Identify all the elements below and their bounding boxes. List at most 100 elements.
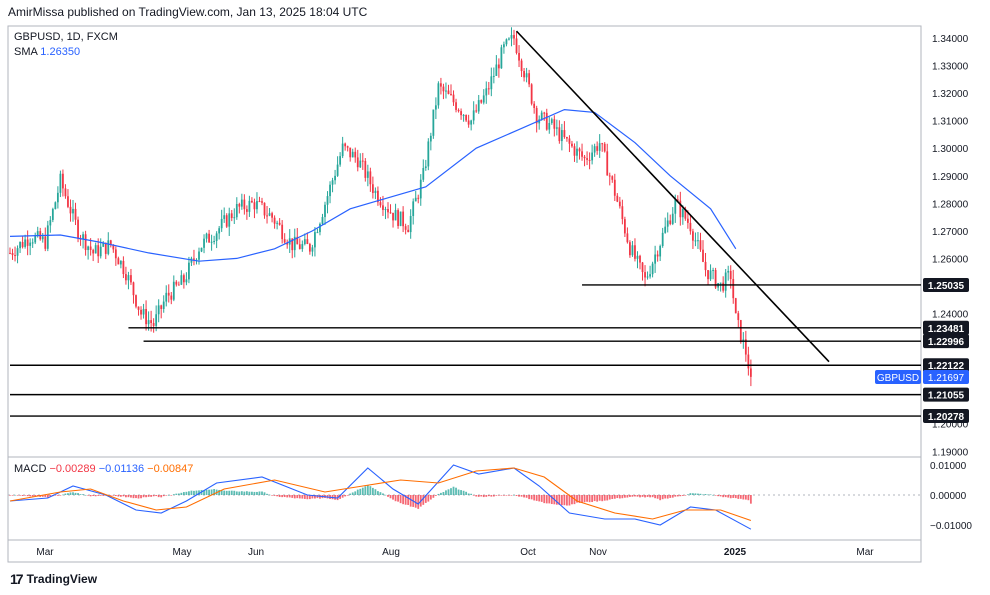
candle-body — [606, 151, 609, 176]
macd-hist-bar — [16, 495, 19, 496]
macd-hist-bar — [623, 495, 626, 498]
macd-hist-bar — [576, 495, 578, 503]
candle-body — [165, 292, 168, 302]
candle-body — [137, 306, 140, 310]
price-tick-label: 1.24000 — [932, 310, 969, 321]
macd-hist-bar — [732, 495, 735, 498]
price-tick-label: 1.26000 — [932, 254, 969, 265]
candle-body — [185, 279, 188, 283]
candle-body — [41, 236, 44, 240]
candle-body — [749, 368, 752, 377]
candle-body — [374, 190, 377, 194]
macd-hist-bar — [651, 495, 654, 498]
candle-body — [623, 219, 626, 234]
macd-hist-bar — [99, 495, 102, 496]
candle-body — [641, 262, 644, 273]
macd-hist-bar — [661, 495, 664, 500]
candle-body — [34, 235, 37, 243]
candle-body — [276, 222, 279, 224]
candle-body — [24, 239, 27, 247]
macd-hist-bar — [177, 493, 180, 495]
candle-body — [147, 320, 150, 325]
candle-body — [172, 281, 175, 300]
candle-body — [157, 305, 160, 315]
candle-body — [429, 135, 432, 142]
macd-hist-bar — [195, 490, 198, 495]
macd-hist-bar — [281, 495, 284, 498]
macd-layer — [9, 464, 752, 530]
macd-hist-bar — [654, 495, 657, 499]
macd-hist-bar — [722, 495, 725, 498]
macd-hist-bar — [308, 495, 311, 500]
level-label: 1.22122 — [928, 361, 965, 372]
macd-hist-bar — [152, 495, 155, 497]
macd-hist-bar — [109, 495, 112, 496]
macd-hist-bar — [44, 495, 47, 497]
macd-hist-bar — [586, 495, 588, 502]
candle-body — [379, 202, 382, 206]
macd-hist-bar — [409, 495, 412, 507]
macd-hist-bar — [472, 495, 475, 496]
candle-body — [366, 171, 369, 178]
candle-body — [210, 241, 213, 243]
candle-body — [72, 208, 74, 214]
candle-body — [674, 199, 677, 214]
candle-body — [729, 270, 732, 280]
macd-hist-bar — [719, 495, 722, 497]
candle-body — [697, 240, 699, 242]
macd-hist-bar — [714, 495, 717, 496]
macd-hist-bar — [669, 495, 672, 498]
tradingview-logo[interactable]: 17 TradingView — [10, 571, 97, 587]
candle-body — [432, 109, 435, 136]
macd-hist-bar — [147, 495, 150, 497]
macd-hist-bar — [497, 495, 500, 496]
macd-hist-bar — [608, 495, 611, 500]
candle-body — [319, 223, 321, 233]
candle-body — [719, 282, 722, 284]
candle-body — [550, 119, 553, 124]
candle-body — [510, 35, 513, 39]
macd-hist-bar — [495, 495, 498, 496]
macd-hist-bar — [636, 495, 639, 497]
candle-body — [200, 247, 203, 252]
macd-hist-bar — [11, 495, 14, 496]
candle-body — [349, 147, 352, 158]
candle-body — [470, 120, 473, 125]
candle-body — [160, 305, 163, 309]
macd-hist-bar — [167, 494, 170, 496]
macd-hist-bar — [505, 495, 508, 496]
time-tick-label: Mar — [856, 547, 874, 558]
candle-body — [382, 205, 384, 210]
macd-hist-bar — [382, 493, 384, 495]
candle-body — [16, 248, 19, 256]
macd-hist-bar — [77, 493, 79, 495]
macd-hist-bar — [354, 491, 357, 495]
macd-hist-bar — [407, 495, 410, 505]
macd-hist-bar — [399, 495, 402, 504]
candle-body — [555, 127, 558, 129]
macd-hist-bar — [548, 495, 551, 504]
candle-body — [387, 209, 389, 213]
macd-hist-bar — [402, 495, 405, 505]
candle-body — [689, 222, 692, 232]
candle-body — [114, 249, 117, 259]
candle-body — [440, 83, 442, 87]
macd-hist-bar — [724, 495, 727, 498]
macd-hist-bar — [737, 495, 740, 499]
sma-value: 1.26350 — [40, 46, 81, 58]
macd-hist-bar — [185, 491, 188, 495]
macd-hist-bar — [296, 495, 299, 499]
candle-body — [11, 253, 14, 256]
macd-hist-bar — [306, 495, 309, 500]
candle-body — [334, 175, 336, 181]
candle-body — [9, 252, 11, 254]
macd-hist-bar — [356, 489, 359, 495]
macd-hist-bar — [465, 491, 468, 495]
macd-hist-bar — [59, 495, 62, 496]
candle-body — [694, 240, 697, 242]
candle-body — [591, 152, 594, 161]
candle-body — [339, 156, 342, 165]
candle-body — [51, 209, 54, 220]
macd-hist-bar — [339, 495, 342, 499]
